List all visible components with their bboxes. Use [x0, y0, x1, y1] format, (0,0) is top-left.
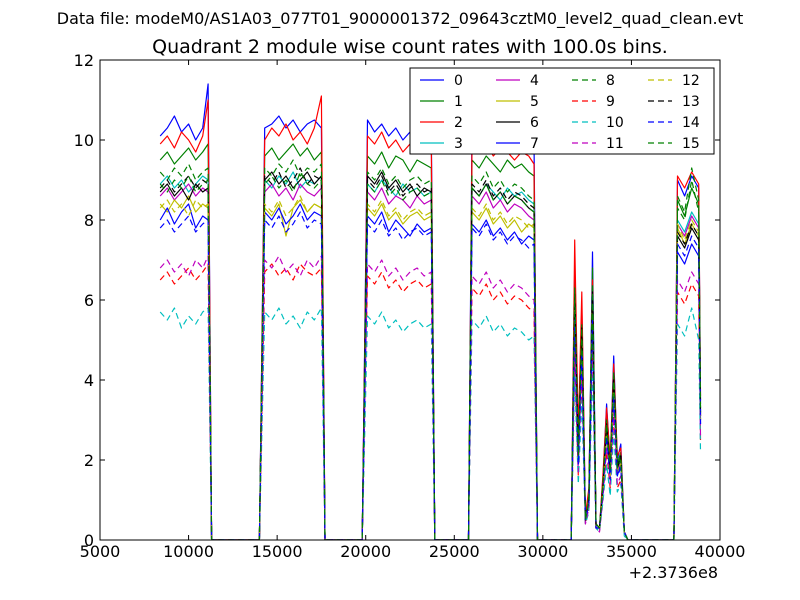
series-line-15 [159, 171, 702, 540]
x-tick-label: 25000 [429, 542, 480, 561]
legend-label-4: 4 [530, 73, 539, 89]
legend-label-5: 5 [530, 94, 539, 110]
y-tick-label: 0 [84, 531, 94, 550]
legend-label-7: 7 [530, 136, 539, 152]
legend-label-11: 11 [606, 136, 624, 152]
legend-label-10: 10 [606, 115, 624, 131]
axes-layer: 5000 10000 15000 20000 25000 30000 35000 40000 0… [74, 51, 746, 561]
legend-label-12: 12 [682, 73, 700, 89]
y-tick-label: 2 [84, 451, 94, 470]
legend-label-13: 13 [682, 94, 700, 110]
legend-label-1: 1 [454, 94, 463, 110]
y-tick-label: 4 [84, 371, 94, 390]
x-tick-label: 40000 [695, 542, 746, 561]
x-tick-label: 15000 [252, 542, 303, 561]
y-tick-label: 12 [74, 51, 94, 70]
y-tick-label: 8 [84, 211, 94, 230]
legend-label-15: 15 [682, 136, 700, 152]
series-line-11 [159, 255, 702, 540]
legend-box [409, 67, 715, 155]
x-offset-label: +2.3736e8 [629, 563, 718, 582]
legend-label-6: 6 [530, 115, 539, 131]
chart-title: Quadrant 2 module wise count rates with … [152, 36, 668, 58]
legend-label-9: 9 [606, 94, 615, 110]
legend-label-3: 3 [454, 136, 463, 152]
x-tick-label: 30000 [517, 542, 568, 561]
y-tick-label: 10 [74, 131, 94, 150]
y-tick-label: 6 [84, 291, 94, 310]
x-tick-label: 10000 [163, 542, 214, 561]
supertitle: Data file: modeM0/AS1A03_077T01_90000013… [57, 9, 743, 29]
series-line-10 [159, 307, 702, 540]
legend-label-14: 14 [682, 115, 700, 131]
x-tick-label: 35000 [606, 542, 657, 561]
x-tick-label: 20000 [340, 542, 391, 561]
x-tick-label: 5000 [80, 542, 121, 561]
legend-label-2: 2 [454, 115, 463, 131]
legend-label-0: 0 [454, 73, 463, 89]
legend-label-8: 8 [606, 73, 615, 89]
series-line-14 [159, 211, 702, 540]
